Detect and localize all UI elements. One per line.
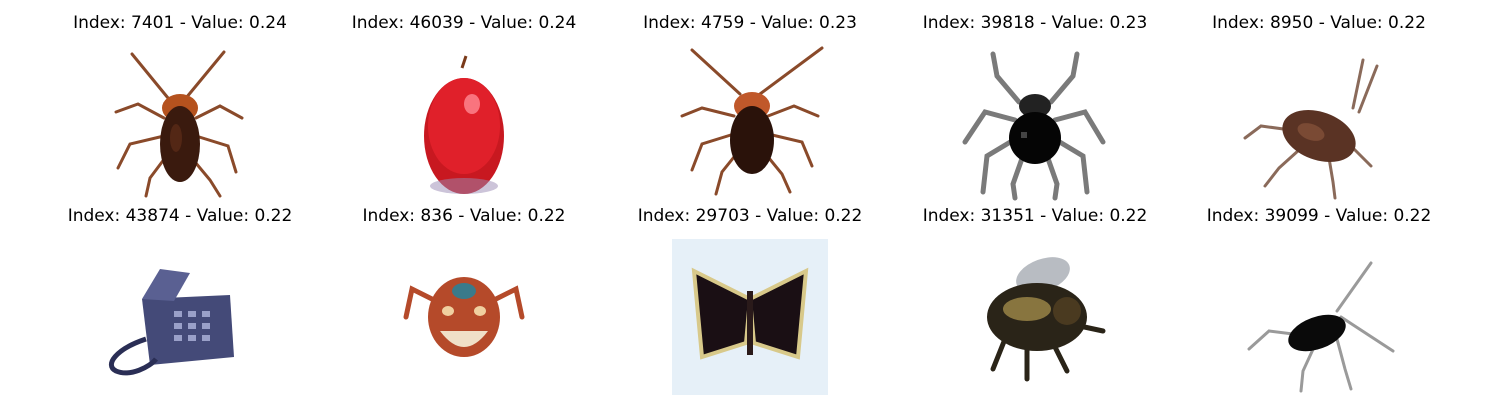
grid-cell: Index: 43874 - Value: 0.22 <box>50 205 310 395</box>
cell-title: Index: 4759 - Value: 0.23 <box>643 13 857 33</box>
cell-title: Index: 7401 - Value: 0.24 <box>73 13 287 33</box>
grid-cell: Index: 39818 - Value: 0.23 <box>905 12 1165 202</box>
grid-cell: Index: 39099 - Value: 0.22 <box>1189 205 1449 395</box>
cockroach-image <box>1243 58 1379 200</box>
bumblebee-image <box>987 257 1106 382</box>
cell-title: Index: 31351 - Value: 0.22 <box>922 206 1148 226</box>
cell-title: Index: 39099 - Value: 0.22 <box>1206 206 1432 226</box>
grid-cell: Index: 836 - Value: 0.22 <box>334 205 594 395</box>
telephone-image <box>108 269 234 376</box>
cell-title: Index: 8950 - Value: 0.22 <box>1212 13 1426 33</box>
spider-image <box>962 51 1106 201</box>
grid-cell: Index: 29703 - Value: 0.22 <box>620 205 880 395</box>
cell-title: Index: 46039 - Value: 0.24 <box>351 13 577 33</box>
cockroach-image <box>114 50 244 198</box>
grid-cell: Index: 31351 - Value: 0.22 <box>905 205 1165 395</box>
grid-cell: Index: 46039 - Value: 0.24 <box>334 12 594 202</box>
grid-cell: Index: 7401 - Value: 0.24 <box>50 12 310 202</box>
grid-cell: Index: 8950 - Value: 0.22 <box>1189 12 1449 202</box>
grid-cell: Index: 4759 - Value: 0.23 <box>620 12 880 202</box>
cockroach-image <box>680 46 824 196</box>
cricket-image <box>1247 261 1395 393</box>
apple-image <box>424 55 504 194</box>
crab-mask-image <box>403 277 525 357</box>
cell-title: Index: 39818 - Value: 0.23 <box>922 13 1148 33</box>
cell-title: Index: 29703 - Value: 0.22 <box>637 206 863 226</box>
cell-title: Index: 43874 - Value: 0.22 <box>67 206 293 226</box>
cell-title: Index: 836 - Value: 0.22 <box>362 206 566 226</box>
butterfly-image <box>672 239 828 395</box>
